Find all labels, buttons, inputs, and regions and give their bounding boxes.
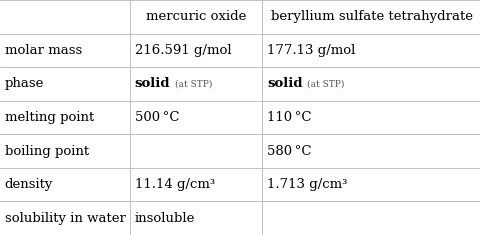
Text: 11.14 g/cm³: 11.14 g/cm³	[134, 178, 215, 191]
Text: phase: phase	[5, 77, 44, 90]
Text: solid: solid	[266, 77, 302, 90]
Text: 110 °C: 110 °C	[266, 111, 311, 124]
Text: 177.13 g/mol: 177.13 g/mol	[266, 44, 355, 57]
Text: beryllium sulfate tetrahydrate: beryllium sulfate tetrahydrate	[270, 10, 471, 23]
Text: (at STP): (at STP)	[175, 79, 212, 88]
Text: molar mass: molar mass	[5, 44, 82, 57]
Text: mercuric oxide: mercuric oxide	[145, 10, 246, 23]
Text: solid: solid	[134, 77, 170, 90]
Text: insoluble: insoluble	[134, 212, 195, 225]
Text: solubility in water: solubility in water	[5, 212, 125, 225]
Text: boiling point: boiling point	[5, 145, 89, 158]
Text: melting point: melting point	[5, 111, 94, 124]
Text: 216.591 g/mol: 216.591 g/mol	[134, 44, 231, 57]
Text: 580 °C: 580 °C	[266, 145, 311, 158]
Text: (at STP): (at STP)	[307, 79, 344, 88]
Text: density: density	[5, 178, 53, 191]
Text: 1.713 g/cm³: 1.713 g/cm³	[266, 178, 347, 191]
Text: 500 °C: 500 °C	[134, 111, 179, 124]
